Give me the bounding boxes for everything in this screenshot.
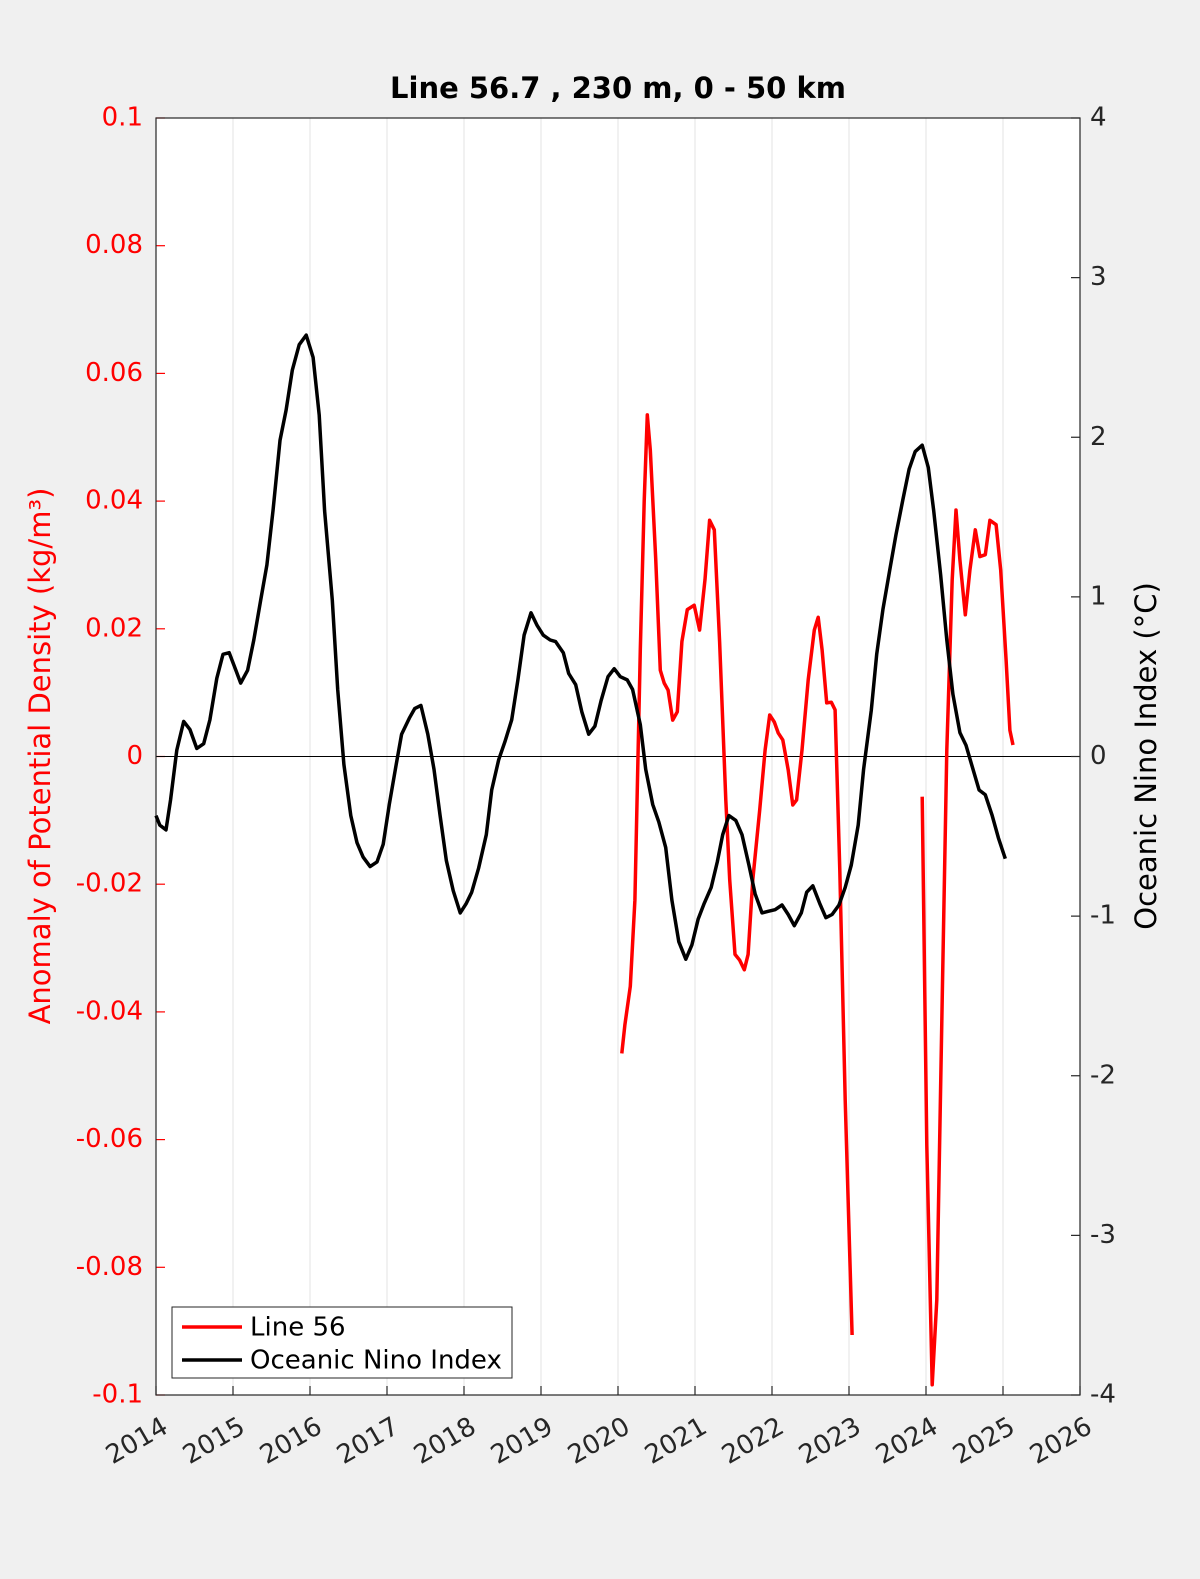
x-tick-label: 2025 <box>948 1412 1020 1471</box>
y-axis-label: Anomaly of Potential Density (kg/m³) <box>23 488 57 1025</box>
x-tick-label: 2018 <box>409 1412 481 1471</box>
y-tick-label: 0.04 <box>85 486 143 516</box>
y2-tick-label: 1 <box>1090 581 1107 611</box>
x-tick-label: 2023 <box>794 1412 866 1471</box>
y-tick-label: 0.1 <box>102 103 143 133</box>
y2-axis-label: Oceanic Nino Index (°C) <box>1129 582 1163 930</box>
legend-box <box>171 1306 513 1379</box>
series-line <box>154 333 1007 961</box>
y2-tick-label: 4 <box>1090 103 1107 133</box>
x-tick-label: 2020 <box>563 1412 635 1471</box>
x-tick-label: 2015 <box>178 1412 250 1471</box>
y2-tick-label: -2 <box>1090 1060 1116 1090</box>
y-tick-label: 0.06 <box>85 358 143 388</box>
y2-tick-label: 3 <box>1090 262 1107 292</box>
chart-title: Line 56.7 , 230 m, 0 - 50 km <box>390 71 846 105</box>
axes-box <box>155 117 1081 1396</box>
y-tick-label: -0.1 <box>92 1380 143 1410</box>
y2-tick-label: -3 <box>1090 1220 1116 1250</box>
y-tick-label: -0.08 <box>76 1252 143 1282</box>
y2-tick-label: 0 <box>1090 741 1107 771</box>
legend-label: Oceanic Nino Index <box>250 1346 502 1376</box>
y-tick-label: 0.08 <box>85 230 143 260</box>
legend-label: Line 56 <box>250 1313 346 1343</box>
y-tick-label: -0.04 <box>76 996 143 1026</box>
x-tick-label: 2014 <box>101 1412 173 1471</box>
y2-tick-label: -1 <box>1090 901 1116 931</box>
y-tick-label: 0.02 <box>85 613 143 643</box>
x-tick-label: 2021 <box>640 1412 712 1471</box>
x-tick-label: 2019 <box>486 1412 558 1471</box>
y2-tick-label: -4 <box>1090 1380 1116 1410</box>
y2-tick-label: 2 <box>1090 422 1107 452</box>
x-tick-label: 2022 <box>717 1412 789 1471</box>
x-tick-label: 2026 <box>1025 1412 1097 1471</box>
y-tick-label: -0.06 <box>76 1124 143 1154</box>
x-tick-label: 2024 <box>871 1412 943 1471</box>
y-tick-label: 0 <box>126 741 143 771</box>
series-line <box>620 413 1015 1387</box>
x-tick-label: 2016 <box>255 1412 327 1471</box>
y-tick-label: -0.02 <box>76 869 143 899</box>
x-tick-label: 2017 <box>332 1412 404 1471</box>
